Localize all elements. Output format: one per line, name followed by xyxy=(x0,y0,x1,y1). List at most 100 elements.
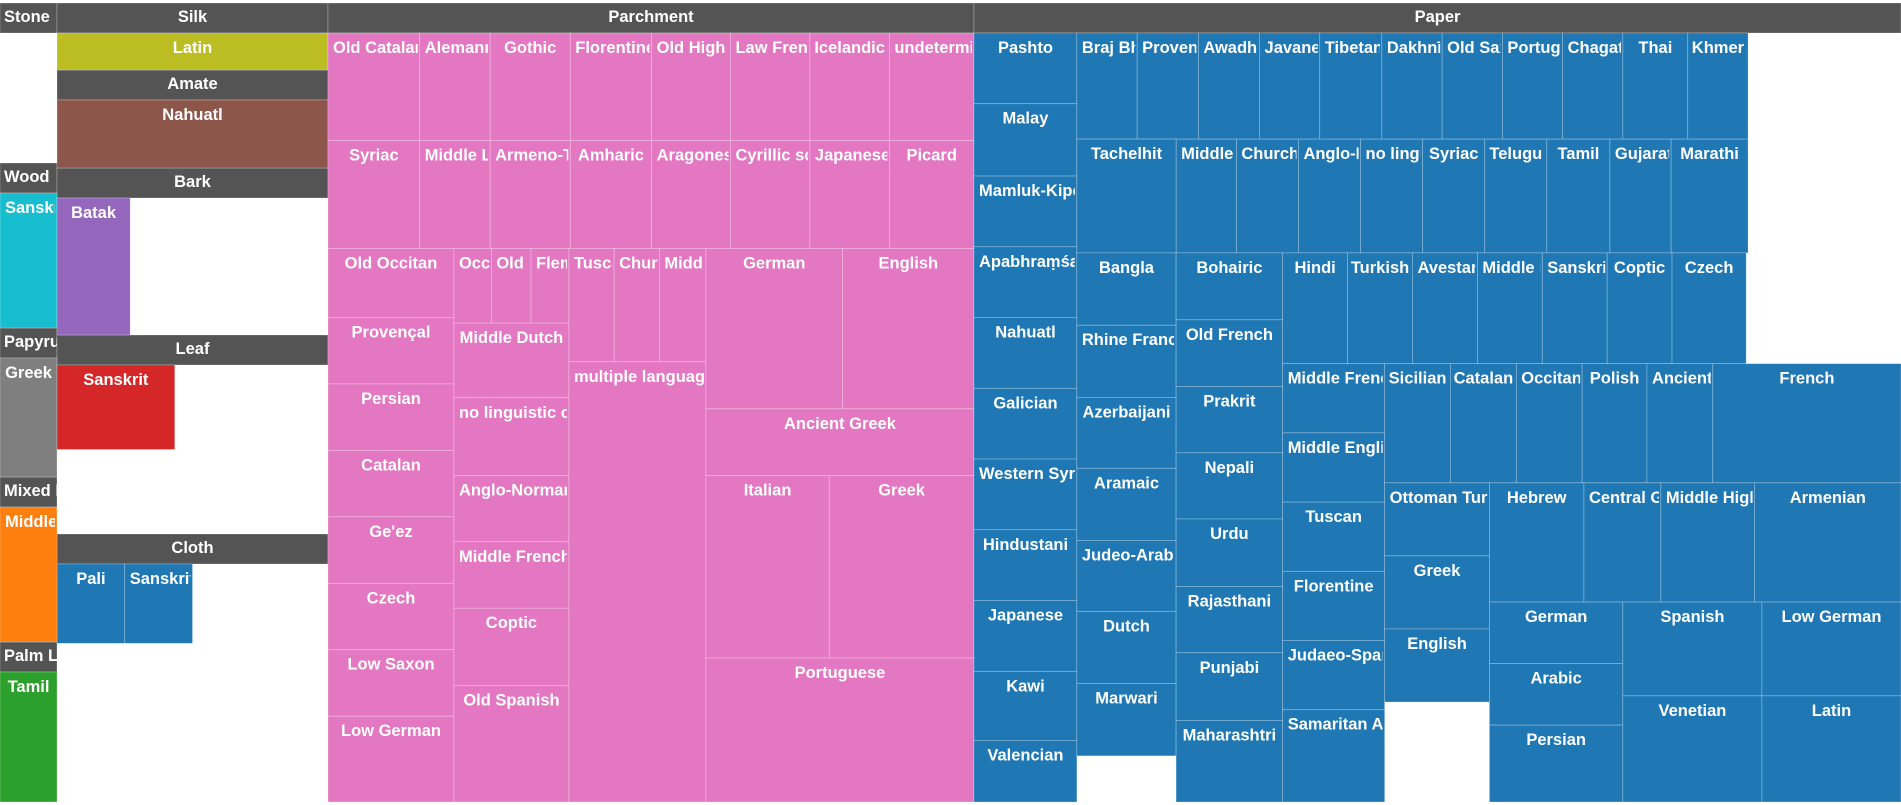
group-header-bark[interactable]: Bark xyxy=(56,167,329,199)
treemap-tile-paper-galician-5[interactable]: Galician xyxy=(973,387,1078,460)
treemap-tile-paper-dutch-38[interactable]: Dutch xyxy=(1076,610,1177,684)
treemap-tile-paper-catalan-62[interactable]: Catalan xyxy=(1450,363,1517,484)
treemap-tile-paper-japanese-8[interactable]: Japanese xyxy=(973,600,1078,672)
treemap-tile-parchment-german-37[interactable]: German xyxy=(705,247,843,410)
treemap-tile-paper-western-syriac-6[interactable]: Western Syriac xyxy=(973,458,1098,531)
treemap-tile-paper-french-66[interactable]: French xyxy=(1712,363,1901,484)
treemap-tile-paper-dakhn-16[interactable]: Dakhnī xyxy=(1381,32,1443,140)
treemap-tile-paper-judeo-arabic-37[interactable]: Judeo-Arabic xyxy=(1076,540,1187,612)
group-header-palm-leaf[interactable]: Palm Leaf xyxy=(0,641,82,673)
treemap-tile-parchment-armeno-turkish-10[interactable]: Armeno-Turkish xyxy=(489,140,621,249)
treemap-tile-paper-chagatai-19[interactable]: Chagatai xyxy=(1562,32,1638,140)
treemap-tile-paper-prakrit-42[interactable]: Prakrit xyxy=(1175,386,1284,454)
treemap-tile-paper-church-slavonic-24[interactable]: Church Slavonic xyxy=(1235,138,1371,254)
treemap-tile-leaf-sanskrit-0[interactable]: Sanskrit xyxy=(56,364,176,450)
treemap-tile-paper-telugu-28[interactable]: Telugu xyxy=(1484,138,1548,254)
treemap-tile-paper-marwari-39[interactable]: Marwari xyxy=(1076,683,1177,757)
treemap-tile-paper-portuguese-18[interactable]: Portuguese xyxy=(1502,32,1598,140)
treemap-tile-paper-tamil-29[interactable]: Tamil xyxy=(1546,138,1611,254)
treemap-tile-parchment-catalan-19[interactable]: Catalan xyxy=(327,450,455,518)
treemap-tile-parchment-old-spanish-32[interactable]: Old Spanish xyxy=(453,685,570,803)
treemap-tile-silk-latin-0[interactable]: Latin xyxy=(56,32,329,71)
treemap-tile-parchment-church-slavonic-34[interactable]: Church Slavonic xyxy=(613,247,749,363)
treemap-tile-paper-persian-76[interactable]: Persian xyxy=(1489,724,1624,803)
treemap-tile-parchment-anglo-norman-29[interactable]: Anglo-Norman xyxy=(453,474,574,543)
treemap-tile-parchment-portuguese-42[interactable]: Portuguese xyxy=(705,657,975,803)
treemap-tile-paper-apabhra-a-3[interactable]: Apabhraṃśa xyxy=(973,246,1080,318)
group-header-cloth[interactable]: Cloth xyxy=(56,533,329,565)
treemap-tile-stone-latin-0[interactable]: Latin xyxy=(5,39,44,57)
treemap-tile-paper-bohairic-40[interactable]: Bohairic xyxy=(1175,252,1284,321)
treemap-tile-paper-avestan-50[interactable]: Avestan xyxy=(1412,252,1481,365)
treemap-tile-paper-turkish-49[interactable]: Turkish xyxy=(1347,252,1413,365)
treemap-tile-parchment-icelandic-6[interactable]: Icelandic xyxy=(809,32,890,142)
treemap-tile-parchment-greek-41[interactable]: Greek xyxy=(828,474,975,659)
treemap-tile-paper-malay-1[interactable]: Malay xyxy=(973,103,1078,177)
treemap-tile-parchment-gothic-2[interactable]: Gothic xyxy=(489,32,571,142)
group-header-wood[interactable]: Wood xyxy=(0,162,58,194)
group-header-papyrus[interactable]: Papyrus xyxy=(0,327,69,359)
group-header-leaf[interactable]: Leaf xyxy=(56,334,329,366)
treemap-tile-paper-hindustani-7[interactable]: Hindustani xyxy=(973,529,1078,601)
treemap-tile-paper-punjabi-46[interactable]: Punjabi xyxy=(1175,652,1284,721)
treemap-tile-amate-nahuatl-0[interactable]: Nahuatl xyxy=(56,99,329,169)
treemap-tile-paper-kawi-9[interactable]: Kawi xyxy=(973,670,1078,741)
treemap-tile-parchment-coptic-31[interactable]: Coptic xyxy=(453,607,570,687)
treemap-tile-cloth-pali-0[interactable]: Pali xyxy=(56,563,126,644)
treemap-tile-paper-khmer-21[interactable]: Khmer xyxy=(1687,32,1749,140)
treemap-tile-parchment-alemannic-1[interactable]: Alemannic xyxy=(419,32,508,142)
treemap-tile-paper-greek-68[interactable]: Greek xyxy=(1384,555,1490,630)
treemap-tile-parchment-old-occitan-16[interactable]: Old Occitan xyxy=(327,247,455,318)
treemap-tile-paper-low-german-79[interactable]: Low German xyxy=(1761,601,1901,697)
treemap-tile-parchment-no-linguistic-content-28[interactable]: no linguistic content xyxy=(453,397,621,476)
treemap-tile-parchment-ancient-greek-39[interactable]: Ancient Greek xyxy=(705,408,975,476)
treemap-tile-parchment-aragonese-12[interactable]: Aragonese xyxy=(651,140,742,249)
treemap-tile-parchment-middle-french-30[interactable]: Middle French xyxy=(453,541,571,609)
treemap-tile-paper-mamluk-kipchak-2[interactable]: Mamluk-Kipchak xyxy=(973,175,1111,248)
treemap-tile-paper-awadhi-13[interactable]: Awadhi xyxy=(1197,32,1261,140)
treemap-tile-paper-armenian-73[interactable]: Armenian xyxy=(1754,482,1901,603)
treemap-tile-parchment-florentine-3[interactable]: Florentine xyxy=(569,32,655,142)
treemap-tile-paper-middle-french-55[interactable]: Middle French xyxy=(1282,363,1400,434)
treemap-tile-parchment-ge-ez-20[interactable]: Ge'ez xyxy=(327,516,455,584)
treemap-tile-paper-thai-20[interactable]: Thai xyxy=(1622,32,1689,140)
treemap-tile-wood-sanskrit-0[interactable]: Sanskrit xyxy=(0,192,71,329)
treemap-tile-mixed-media-middle-dutch-0[interactable]: Middle Dutch xyxy=(0,506,109,643)
group-header-paper[interactable]: Paper xyxy=(973,2,1901,34)
treemap-tile-parchment-middle-dutch-27[interactable]: Middle Dutch xyxy=(453,322,570,399)
treemap-tile-paper-old-saxon-17[interactable]: Old Saxon xyxy=(1441,32,1529,140)
treemap-tile-parchment-proven-al-17[interactable]: Provençal xyxy=(327,317,455,385)
treemap-tile-paper-aramaic-36[interactable]: Aramaic xyxy=(1076,467,1177,541)
treemap-tile-paper-czech-54[interactable]: Czech xyxy=(1671,252,1747,365)
treemap-tile-parchment-czech-21[interactable]: Czech xyxy=(327,582,455,651)
treemap-tile-paper-german-74[interactable]: German xyxy=(1489,601,1624,664)
group-header-silk[interactable]: Silk xyxy=(56,2,329,34)
treemap-tile-paper-nepali-43[interactable]: Nepali xyxy=(1175,452,1284,520)
treemap-tile-paper-maharashtri-47[interactable]: Maharashtri xyxy=(1175,720,1284,803)
treemap-tile-parchment-english-38[interactable]: English xyxy=(842,247,975,410)
treemap-tile-paper-nahuatl-4[interactable]: Nahuatl xyxy=(973,317,1078,389)
treemap-tile-paper-hindi-48[interactable]: Hindi xyxy=(1282,252,1348,365)
treemap-tile-paper-azerbaijani-35[interactable]: Azerbaijani xyxy=(1076,397,1177,469)
treemap-tile-paper-occitan-63[interactable]: Occitan xyxy=(1515,363,1583,484)
group-header-amate[interactable]: Amate xyxy=(56,69,329,101)
treemap-tile-parchment-japanese-14[interactable]: Japanese xyxy=(809,140,890,249)
treemap-tile-paper-samaritan-aramaic-60[interactable]: Samaritan Aramaic xyxy=(1282,709,1437,803)
treemap-tile-parchment-cyrillic-script-13[interactable]: Cyrillic script xyxy=(730,140,840,249)
treemap-tile-paper-braj-bhasha-11[interactable]: Braj Bhasha xyxy=(1076,32,1179,140)
treemap-tile-parchment-occitan-24[interactable]: Occitan xyxy=(453,247,520,324)
treemap-tile-palm-leaf-tamil-0[interactable]: Tamil xyxy=(0,671,58,803)
treemap-tile-paper-hebrew-70[interactable]: Hebrew xyxy=(1489,482,1585,603)
treemap-tile-paper-marathi-31[interactable]: Marathi xyxy=(1670,138,1749,254)
treemap-tile-parchment-persian-18[interactable]: Persian xyxy=(327,383,455,451)
treemap-tile-parchment-syriac-8[interactable]: Syriac xyxy=(327,140,421,249)
treemap-tile-paper-rajasthani-45[interactable]: Rajasthani xyxy=(1175,586,1284,654)
treemap-tile-paper-old-french-41[interactable]: Old French xyxy=(1175,319,1284,388)
treemap-tile-parchment-tuscan-33[interactable]: Tuscan xyxy=(568,247,631,363)
treemap-tile-paper-central-german-71[interactable]: Central German xyxy=(1583,482,1713,603)
treemap-tile-paper-tuscan-57[interactable]: Tuscan xyxy=(1282,501,1386,572)
treemap-tile-paper-pashto-0[interactable]: Pashto xyxy=(973,32,1078,105)
treemap-tile-parchment-amharic-11[interactable]: Amharic xyxy=(569,140,652,249)
group-header-mixed-media[interactable]: Mixed Media xyxy=(0,476,103,508)
treemap-tile-paper-no-linguistic-content-26[interactable]: no linguistic content xyxy=(1360,138,1528,254)
